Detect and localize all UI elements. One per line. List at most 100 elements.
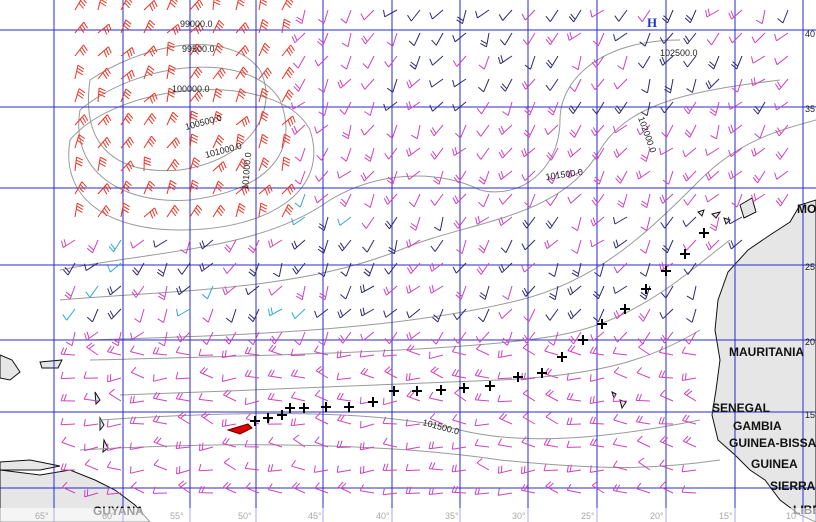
barb: [143, 135, 157, 149]
barb: [318, 78, 329, 93]
barb-line: [683, 388, 697, 402]
barb-line: [221, 374, 237, 382]
barb-line: [360, 9, 375, 21]
barb: [384, 216, 398, 230]
barb: [336, 350, 352, 359]
barb: [314, 124, 329, 134]
barb: [522, 216, 536, 229]
barb: [318, 285, 329, 301]
barb: [658, 416, 674, 425]
barb-line: [336, 392, 352, 402]
barb: [340, 55, 352, 70]
barb-line: [295, 9, 306, 25]
barb-line: [382, 416, 398, 425]
barb: [189, 133, 199, 149]
barb: [502, 285, 513, 300]
barb: [474, 487, 490, 495]
barb-line: [751, 32, 766, 44]
barb: [61, 481, 76, 494]
barb-line: [74, 44, 88, 57]
barb: [132, 262, 145, 276]
barb: [84, 262, 99, 272]
barb-line: [752, 170, 766, 184]
barb: [74, 181, 87, 195]
barb-line: [451, 442, 467, 450]
barb-line: [244, 461, 260, 471]
barb: [198, 463, 214, 472]
barb: [474, 393, 490, 402]
barb: [659, 308, 674, 320]
barb: [590, 124, 605, 137]
barb: [429, 55, 444, 66]
barb: [166, 179, 177, 195]
barb: [74, 0, 87, 11]
barb: [498, 262, 513, 274]
barb-line: [476, 124, 490, 137]
barb-line: [728, 216, 743, 225]
barb: [143, 45, 158, 57]
barb-line: [212, 134, 225, 149]
barb: [235, 202, 246, 218]
barb-line: [223, 389, 237, 402]
barb-line: [406, 284, 421, 294]
barb-line: [477, 308, 490, 323]
barb: [363, 262, 375, 277]
barb: [617, 55, 628, 70]
barb-line: [64, 285, 76, 300]
barb: [682, 216, 697, 228]
barb: [166, 137, 181, 149]
barb: [281, 0, 294, 11]
barb-line: [281, 204, 294, 218]
barb: [221, 374, 237, 382]
barb: [430, 193, 444, 206]
track-point: [277, 410, 287, 420]
barb: [614, 9, 628, 22]
barb: [480, 32, 490, 48]
barb: [522, 388, 536, 402]
barb-line: [406, 239, 421, 249]
barb-line: [613, 285, 628, 294]
barb-line: [106, 420, 122, 428]
barb: [143, 156, 152, 172]
barb: [177, 262, 191, 275]
storm-symbol: [226, 423, 253, 435]
barb-line: [431, 32, 444, 46]
barb-line: [318, 101, 329, 117]
barb: [589, 465, 605, 473]
barb: [521, 262, 536, 273]
barb-line: [290, 369, 306, 379]
barb-line: [74, 21, 88, 34]
barb: [567, 344, 582, 356]
barb: [705, 170, 720, 181]
barb: [452, 78, 467, 88]
barb-line: [452, 55, 467, 67]
barb: [281, 89, 294, 103]
barb: [571, 239, 582, 254]
barb-line: [189, 179, 199, 195]
barb: [774, 55, 789, 66]
barb-line: [74, 114, 89, 126]
barb: [640, 147, 651, 162]
barb-line: [683, 193, 697, 206]
barb-line: [660, 285, 674, 299]
barb-line: [591, 147, 605, 161]
barb-line: [478, 55, 490, 70]
barb-line: [452, 308, 467, 321]
barb-line: [131, 285, 145, 298]
barb-line: [386, 78, 398, 93]
barb: [571, 262, 582, 278]
barb: [130, 366, 145, 379]
barb: [433, 216, 444, 232]
barb-line: [166, 64, 176, 80]
barb: [775, 124, 789, 137]
barb: [120, 69, 135, 81]
barb: [129, 395, 145, 404]
barb-line: [212, 161, 227, 173]
isobar: [78, 66, 287, 201]
barb-line: [281, 0, 294, 11]
barb-line: [176, 285, 191, 296]
barb: [592, 32, 605, 47]
barb-line: [198, 463, 214, 472]
barb-line: [131, 481, 145, 494]
barb: [340, 9, 352, 24]
